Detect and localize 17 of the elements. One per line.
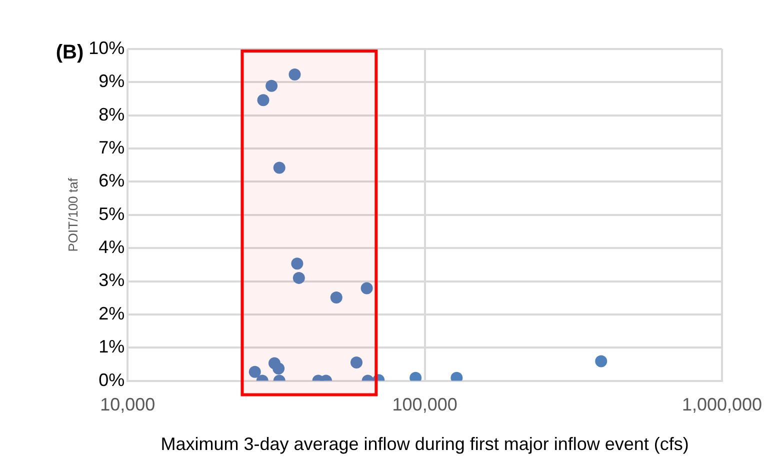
y-tick-label: 4% — [98, 237, 125, 258]
text: (B) — [56, 42, 84, 64]
x-axis-title: Maximum 3-day average inflow during first major inflow event (cfs) — [160, 434, 689, 454]
y-tick-label: 2% — [98, 303, 125, 324]
x-tick-label: 10,000 — [100, 394, 156, 415]
y-tick-label: 1% — [98, 336, 125, 357]
y-tick-label: 5% — [98, 204, 125, 224]
y-tick-label: 6% — [98, 170, 125, 191]
y-tick-label: 8% — [98, 104, 125, 124]
y-tick-label: 0% — [98, 370, 125, 390]
x-tick-label: 100,000 — [392, 394, 458, 415]
y-tick-label: 10% — [88, 38, 125, 58]
y-tick-label: 7% — [98, 138, 125, 158]
x-tick-label: 1,000,000 — [682, 394, 762, 415]
y-tick-label: 9% — [98, 71, 125, 92]
y-tick-label: 3% — [98, 270, 125, 290]
y-axis-title: POIT/100 taf — [65, 178, 80, 252]
